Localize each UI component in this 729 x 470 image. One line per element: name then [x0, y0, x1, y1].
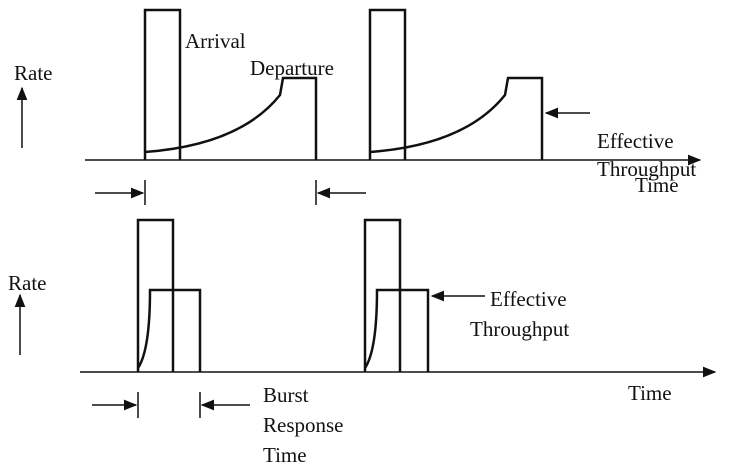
arrival-burst [143, 8, 182, 160]
label: Arrival [185, 29, 246, 53]
y-label: Rate [8, 271, 46, 295]
departure-curve [144, 76, 318, 160]
departure-curve [369, 76, 544, 160]
label: Time [263, 443, 307, 467]
top-panel: Rate Arrival Departure Effective Through… [14, 8, 702, 205]
arrival-burst [136, 218, 175, 372]
label: Effective [597, 129, 674, 153]
label: Response [263, 413, 344, 437]
label: Effective [490, 287, 567, 311]
arrival-burst [368, 8, 407, 160]
departure-curve [363, 288, 430, 372]
x-label: Time [628, 381, 672, 405]
label: Burst [263, 383, 309, 407]
label: Throughput [470, 317, 569, 341]
x-label: Time [635, 173, 679, 197]
label: Throughput [597, 157, 696, 181]
y-label: Rate [14, 61, 52, 85]
arrival-burst [363, 218, 402, 372]
bottom-panel: Rate Effective Throughput Time Burst Res… [8, 218, 717, 467]
label: Departure [250, 56, 334, 80]
departure-curve [136, 288, 202, 372]
